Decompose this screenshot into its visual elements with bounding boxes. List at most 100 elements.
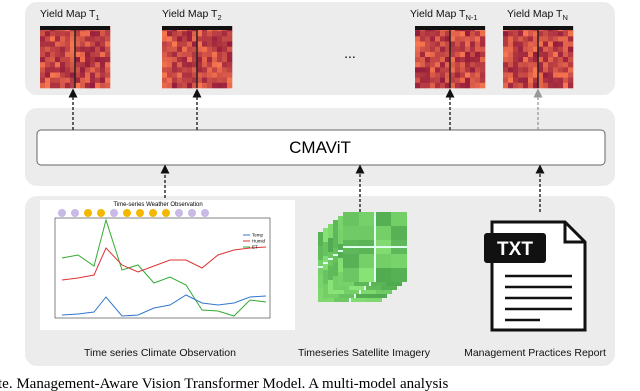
map-cell bbox=[558, 36, 564, 42]
sat-cell bbox=[391, 254, 407, 268]
map-cell bbox=[177, 46, 183, 53]
map-cell bbox=[425, 36, 431, 42]
map-cell bbox=[95, 41, 101, 47]
map-cell bbox=[425, 41, 431, 47]
map-cell bbox=[460, 41, 466, 47]
map-cell bbox=[60, 77, 66, 84]
map-cell bbox=[553, 41, 559, 47]
map-cell bbox=[523, 67, 529, 73]
map-cell bbox=[202, 77, 208, 84]
map-cell bbox=[167, 67, 173, 73]
map-cell bbox=[508, 31, 514, 37]
map-cell bbox=[528, 67, 534, 73]
map-cell bbox=[85, 72, 91, 78]
input-label: Time series Climate Observation bbox=[84, 347, 236, 359]
map-cell bbox=[445, 62, 451, 68]
map-cell bbox=[513, 77, 519, 84]
map-cell bbox=[50, 36, 56, 42]
map-cell bbox=[75, 51, 81, 58]
map-cell bbox=[167, 72, 173, 78]
map-cell bbox=[197, 31, 203, 37]
map-cell bbox=[450, 41, 456, 47]
map-cell bbox=[503, 72, 509, 78]
map-cell bbox=[85, 77, 91, 84]
map-cell bbox=[480, 67, 486, 73]
map-cell bbox=[197, 41, 203, 47]
map-cell bbox=[182, 67, 188, 73]
map-cell bbox=[45, 51, 51, 58]
map-cell bbox=[415, 31, 421, 37]
map-cell bbox=[100, 82, 106, 89]
input-label: Timeseries Satellite Imagery bbox=[298, 347, 431, 359]
map-cell bbox=[207, 46, 213, 53]
map-cell bbox=[450, 36, 456, 42]
map-cell bbox=[55, 46, 61, 53]
map-cell bbox=[80, 77, 86, 84]
map-cell bbox=[470, 57, 476, 63]
map-cell bbox=[548, 72, 554, 78]
map-cell bbox=[465, 57, 471, 63]
map-cell bbox=[465, 72, 471, 78]
map-cell bbox=[568, 41, 574, 47]
map-cell bbox=[503, 41, 509, 47]
map-cell bbox=[100, 36, 106, 42]
map-cell bbox=[227, 36, 233, 42]
map-cell bbox=[563, 57, 569, 63]
map-cell bbox=[523, 51, 529, 58]
map-cell bbox=[445, 67, 451, 73]
map-cell bbox=[563, 62, 569, 68]
map-cell bbox=[55, 36, 61, 42]
map-cell bbox=[558, 72, 564, 78]
map-cell bbox=[162, 41, 168, 47]
map-cell bbox=[460, 51, 466, 58]
map-cell bbox=[435, 46, 441, 53]
map-cell bbox=[523, 72, 529, 78]
map-cell bbox=[460, 31, 466, 37]
map-cell bbox=[192, 62, 198, 68]
map-cell bbox=[60, 62, 66, 68]
map-cell bbox=[55, 31, 61, 37]
map-cell bbox=[222, 62, 228, 68]
map-cell bbox=[182, 72, 188, 78]
map-cell bbox=[80, 62, 86, 68]
map-cell bbox=[563, 31, 569, 37]
map-cell bbox=[435, 31, 441, 37]
map-cell bbox=[430, 36, 436, 42]
map-cell bbox=[227, 62, 233, 68]
map-cell bbox=[460, 57, 466, 63]
map-cell bbox=[222, 77, 228, 84]
map-cell bbox=[90, 77, 96, 84]
map-cell bbox=[70, 77, 76, 84]
map-cell bbox=[513, 67, 519, 73]
map-cell bbox=[50, 67, 56, 73]
map-cell bbox=[90, 41, 96, 47]
map-cell bbox=[518, 82, 524, 89]
sat-cell bbox=[359, 226, 375, 240]
map-cell bbox=[197, 36, 203, 42]
map-cell bbox=[162, 57, 168, 63]
map-cell bbox=[475, 36, 481, 42]
map-cell bbox=[475, 46, 481, 53]
map-cell bbox=[222, 36, 228, 42]
map-cell bbox=[192, 57, 198, 63]
map-cell bbox=[440, 31, 446, 37]
map-cell bbox=[197, 62, 203, 68]
map-cell bbox=[212, 77, 218, 84]
map-cell bbox=[207, 57, 213, 63]
map-cell bbox=[450, 62, 456, 68]
map-cell bbox=[80, 67, 86, 73]
map-cell bbox=[80, 36, 86, 42]
map-cell bbox=[227, 77, 233, 84]
map-cell bbox=[162, 62, 168, 68]
map-cell bbox=[435, 77, 441, 84]
map-cell bbox=[45, 57, 51, 63]
map-cell bbox=[430, 67, 436, 73]
map-cell bbox=[563, 82, 569, 89]
map-cell bbox=[222, 51, 228, 58]
map-cell bbox=[450, 67, 456, 73]
map-cell bbox=[553, 62, 559, 68]
map-cell bbox=[518, 51, 524, 58]
map-cell bbox=[227, 72, 233, 78]
map-cell bbox=[45, 41, 51, 47]
